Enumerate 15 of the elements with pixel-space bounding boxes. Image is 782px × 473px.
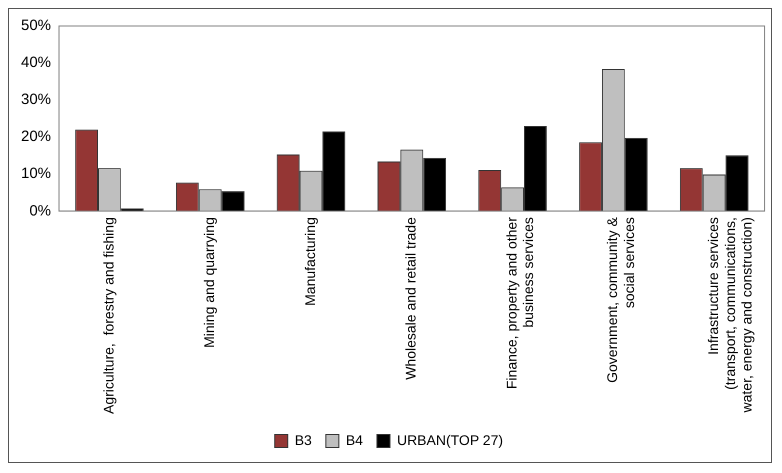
legend-label: B4 (346, 432, 364, 448)
x-tick-label: Wholesale and retail trade (402, 216, 419, 380)
y-tick-label: 10% (20, 165, 52, 182)
x-tick-label: Infrastructure services (transport, communications, water, energy and construction) (705, 217, 755, 414)
y-tick-label: 50% (20, 17, 52, 34)
x-tick-label: Mining and quarrying (201, 217, 218, 348)
y-tick-label: 40% (20, 54, 52, 72)
legend-label: URBAN(TOP 27) (396, 432, 504, 448)
y-tick-label: 30% (20, 91, 52, 108)
x-tick-label: Agriculture, forestry and fishing (100, 217, 116, 414)
legend-label: B3 (294, 432, 312, 448)
x-tick-label: Finance, property and other business services (503, 216, 536, 390)
y-tick-label: 20% (20, 128, 52, 146)
x-tick-label: Manufacturing (302, 217, 318, 306)
y-tick-label: 0% (29, 202, 52, 220)
